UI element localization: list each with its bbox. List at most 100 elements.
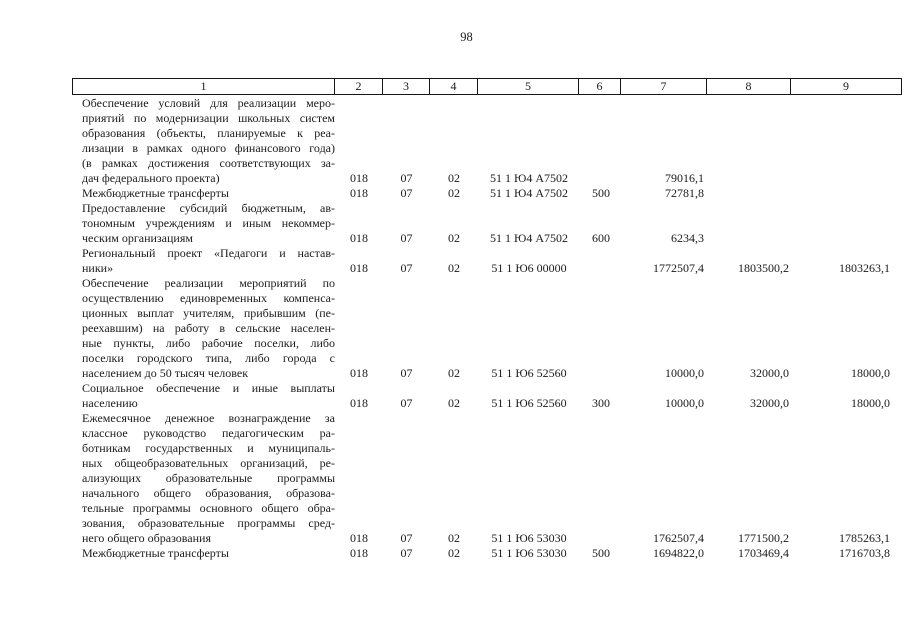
description-line: Социальное обеспечение и иные выплаты: [82, 381, 335, 395]
description-line: ализующих образовательные программы: [82, 471, 335, 485]
row-cell-col3: 07: [400, 546, 413, 560]
header-cell-col1: 1: [200, 79, 207, 93]
header-cell-col2: 2: [334, 79, 382, 94]
table-row: Предоставление субсидий бюджетным, ав-то…: [72, 201, 902, 246]
description-line: Ежемесячное денежное вознаграждение за: [82, 411, 335, 425]
description-line: приятий по модернизации школьных систем: [82, 111, 335, 125]
header-cell-col3: 3: [382, 79, 429, 94]
row-cell-col9: 1716703,8: [839, 546, 890, 560]
row-cell-col2: 018: [350, 261, 368, 275]
row-cell-col3: 07: [400, 366, 413, 380]
row-cell-col6: 500: [592, 186, 610, 200]
row-cell-col6: 600: [592, 231, 610, 245]
row-description: Предоставление субсидий бюджетным, ав-то…: [72, 201, 335, 246]
row-cell-col4: 02: [448, 186, 460, 200]
row-cell-col2: 018: [350, 171, 368, 185]
description-line: классное руководство педагогическим ра-: [82, 426, 335, 440]
row-cell-col9: 1803263,1: [839, 261, 890, 275]
row-cell-col5: 51 1 Ю6 00000: [491, 261, 567, 275]
header-cell-col8: 8: [706, 79, 790, 94]
description-line: (в рамках достижения соответствующих за-: [82, 156, 335, 170]
description-line: населению: [82, 396, 138, 410]
row-cell-col6: [580, 246, 622, 276]
description-line: Региональный проект «Педагоги и настав-: [82, 246, 335, 260]
row-cell-col2: 018: [350, 186, 368, 200]
header-cell-col7: 7: [620, 79, 706, 94]
row-cell-col4: 02: [448, 366, 460, 380]
row-cell-col9: 18000,0: [851, 366, 890, 380]
row-cell-col5: 51 1 Ю6 52560: [491, 396, 567, 410]
row-cell-col7: 72781,8: [665, 186, 704, 200]
row-cell-col5: 51 1 Ю6 53030: [491, 546, 567, 560]
row-cell-col7: 1694822,0: [653, 546, 704, 560]
header-cell-col4: 4: [429, 79, 477, 94]
description-line: лизации в рамках одного финансового года…: [82, 141, 335, 155]
table-row: Межбюджетные трансферты 018 07 02 51 1 Ю6 53…: [72, 546, 902, 561]
row-cell-col6: 300: [592, 396, 610, 410]
row-cell-col7: 79016,1: [665, 171, 704, 185]
row-cell-col2: 018: [350, 231, 368, 245]
description-line: ники»: [82, 261, 114, 275]
description-line: Межбюджетные трансферты: [82, 186, 229, 200]
row-description: Межбюджетные трансферты: [72, 546, 335, 561]
row-cell-col5: 51 1 Ю6 52560: [491, 366, 567, 380]
row-cell-col8: [708, 186, 792, 201]
row-description: Обеспечение условий для реализации меро-…: [72, 96, 335, 186]
row-cell-col8: 1703469,4: [738, 546, 789, 560]
row-cell-col8: 1803500,2: [738, 261, 789, 275]
table-row: Межбюджетные трансферты 018 07 02 51 1 Ю4 А7…: [72, 186, 902, 201]
description-line: тономным учреждениям и иным некоммер-: [82, 216, 335, 230]
table-row: Социальное обеспечение и иные выплаты нас…: [72, 381, 902, 411]
description-line: Обеспечение условий для реализации меро-: [82, 96, 335, 110]
row-cell-col3: 07: [400, 171, 413, 185]
header-cell-col9: 9: [790, 79, 901, 94]
description-line: него общего образования: [82, 531, 211, 545]
description-line: дач федерального проекта): [82, 171, 220, 185]
description-line: ционных выплат учителям, прибывшим (пе-: [82, 306, 335, 320]
row-cell-col3: 07: [400, 231, 413, 245]
row-cell-col7: 1772507,4: [653, 261, 704, 275]
row-description: Ежемесячное денежное вознаграждение за кл…: [72, 411, 335, 546]
row-cell-col9: [792, 186, 902, 201]
description-line: зования, образовательные программы сред-: [82, 516, 335, 530]
row-cell-col4: 02: [448, 261, 460, 275]
table-row: Региональный проект «Педагоги и настав-н…: [72, 246, 902, 276]
row-cell-col6: [580, 96, 622, 186]
row-description: Обеспечение реализации мероприятий по осу…: [72, 276, 335, 381]
description-line: ботникам государственных и муниципаль-: [82, 441, 335, 455]
description-line: ные пункты, либо рабочие поселки, либо: [82, 336, 335, 350]
row-cell-col2: 018: [350, 396, 368, 410]
row-cell-col3: 07: [400, 531, 413, 545]
header-cell-col6: 6: [578, 79, 620, 94]
page-number: 98: [460, 30, 473, 44]
description-line: Межбюджетные трансферты: [82, 546, 229, 560]
description-line: поселки городского типа, либо города с: [82, 351, 335, 365]
row-cell-col8: 1771500,2: [738, 531, 789, 545]
row-cell-col9: 18000,0: [851, 396, 890, 410]
row-cell-col6: [580, 276, 622, 381]
row-cell-col6: 500: [592, 546, 610, 560]
row-cell-col8: 32000,0: [750, 396, 789, 410]
row-cell-col9: [792, 201, 902, 246]
table-row: Обеспечение реализации мероприятий по осу…: [72, 276, 902, 381]
row-cell-col7: 6234,3: [671, 231, 704, 245]
row-cell-col7: 1762507,4: [653, 531, 704, 545]
row-description: Региональный проект «Педагоги и настав-н…: [72, 246, 335, 276]
row-cell-col8: 32000,0: [750, 366, 789, 380]
row-cell-col2: 018: [350, 531, 368, 545]
row-cell-col4: 02: [448, 231, 460, 245]
description-line: населением до 50 тысяч человек: [82, 366, 249, 380]
description-line: осуществлению единовременных компенса-: [82, 291, 335, 305]
row-cell-col4: 02: [448, 396, 460, 410]
row-cell-col3: 07: [400, 261, 413, 275]
row-cell-col5: 51 1 Ю6 53030: [491, 531, 567, 545]
description-line: ческим организациям: [82, 231, 193, 245]
header-cell-col5: 5: [477, 79, 578, 94]
table-body: Обеспечение условий для реализации меро-…: [72, 95, 902, 561]
row-cell-col2: 018: [350, 366, 368, 380]
row-cell-col7: 10000,0: [665, 396, 704, 410]
row-cell-col3: 07: [400, 186, 413, 200]
description-line: Предоставление субсидий бюджетным, ав-: [82, 201, 335, 215]
